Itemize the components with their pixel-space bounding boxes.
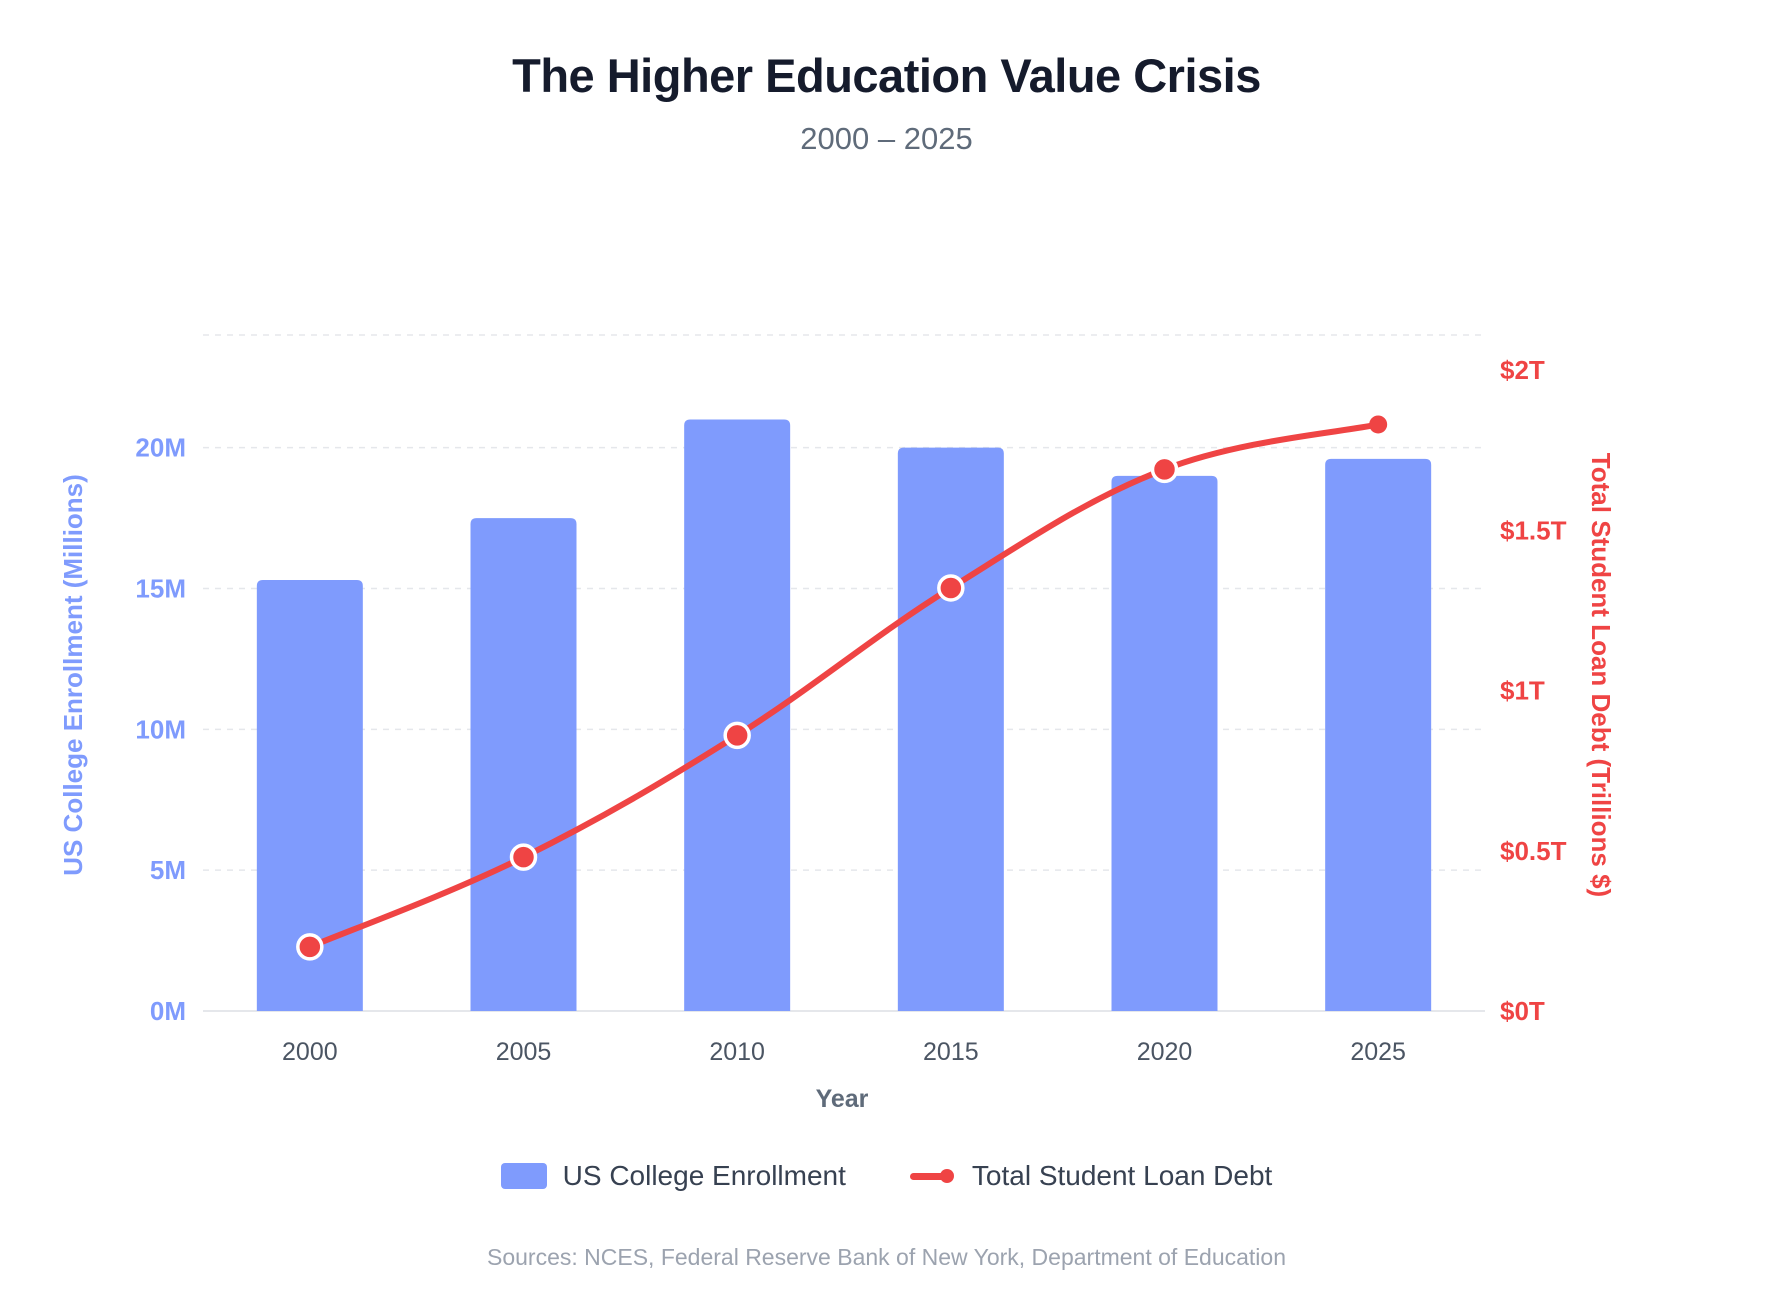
legend-bar-swatch <box>500 1163 547 1189</box>
debt-point <box>296 933 324 961</box>
legend-line-swatch <box>908 1163 956 1189</box>
enrollment-bar <box>897 447 1004 1012</box>
legend-item-enrollment[interactable]: US College Enrollment <box>500 1160 846 1192</box>
source-note: Sources: NCES, Federal Reserve Bank of N… <box>486 1244 1286 1270</box>
y-left-tick-label: 10M <box>135 714 186 744</box>
y-left-tick-label: 0M <box>150 996 186 1026</box>
debt-point <box>723 721 751 750</box>
chart-legend: US College Enrollment Total Student Loan… <box>0 1160 1773 1192</box>
enrollment-bars <box>256 419 1432 1012</box>
debt-point <box>1150 455 1179 484</box>
y-left-tick-label: 20M <box>135 433 186 463</box>
debt-line-path <box>306 421 1382 950</box>
y-left-tick-label: 5M <box>150 855 186 885</box>
legend-item-debt[interactable]: Total Student Loan Debt <box>908 1160 1272 1192</box>
legend-label-debt: Total Student Loan Debt <box>971 1160 1273 1191</box>
chart-subtitle: 2000 – 2025 <box>800 121 973 156</box>
x-tick-label: 2005 <box>496 1038 552 1066</box>
y-axis-left-title: US College Enrollment (Millions) <box>58 474 88 876</box>
y-axis-right: $0T $0.5T $1T $1.5T $2T <box>1500 355 1567 1026</box>
y-left-tick-label: 15M <box>135 574 186 604</box>
y-right-tick-label: $1T <box>1500 676 1545 706</box>
y-axis-right-title: Total Student Loan Debt (Trillions $) <box>1586 453 1616 897</box>
enrollment-bar <box>1325 458 1432 1011</box>
legend-label-enrollment: US College Enrollment <box>562 1160 846 1191</box>
y-right-tick-label: $0.5T <box>1500 836 1567 866</box>
enrollment-bar <box>470 518 577 1011</box>
x-tick-label: 2000 <box>282 1038 338 1066</box>
x-tick-label: 2010 <box>709 1038 765 1066</box>
x-tick-label: 2025 <box>1350 1038 1406 1066</box>
enrollment-bar <box>256 580 363 1011</box>
x-axis: 2000 2005 2010 2015 2020 2025 <box>282 1038 1406 1066</box>
x-tick-label: 2020 <box>1137 1038 1193 1066</box>
y-right-tick-label: $1.5T <box>1500 515 1567 545</box>
chart-title: The Higher Education Value Crisis <box>512 49 1261 102</box>
debt-point <box>1369 415 1388 434</box>
debt-point <box>509 843 538 871</box>
y-right-tick-label: $2T <box>1500 355 1545 385</box>
x-tick-label: 2015 <box>923 1038 979 1066</box>
enrollment-bar <box>1111 475 1218 1011</box>
enrollment-bar <box>684 419 791 1011</box>
debt-point <box>937 574 965 602</box>
y-axis-left: 0M 5M 10M 15M 20M <box>135 433 186 1026</box>
debt-line <box>296 415 1388 961</box>
x-axis-title: Year <box>816 1085 869 1113</box>
grid-lines <box>203 334 1485 1012</box>
y-right-tick-label: $0T <box>1500 996 1545 1026</box>
